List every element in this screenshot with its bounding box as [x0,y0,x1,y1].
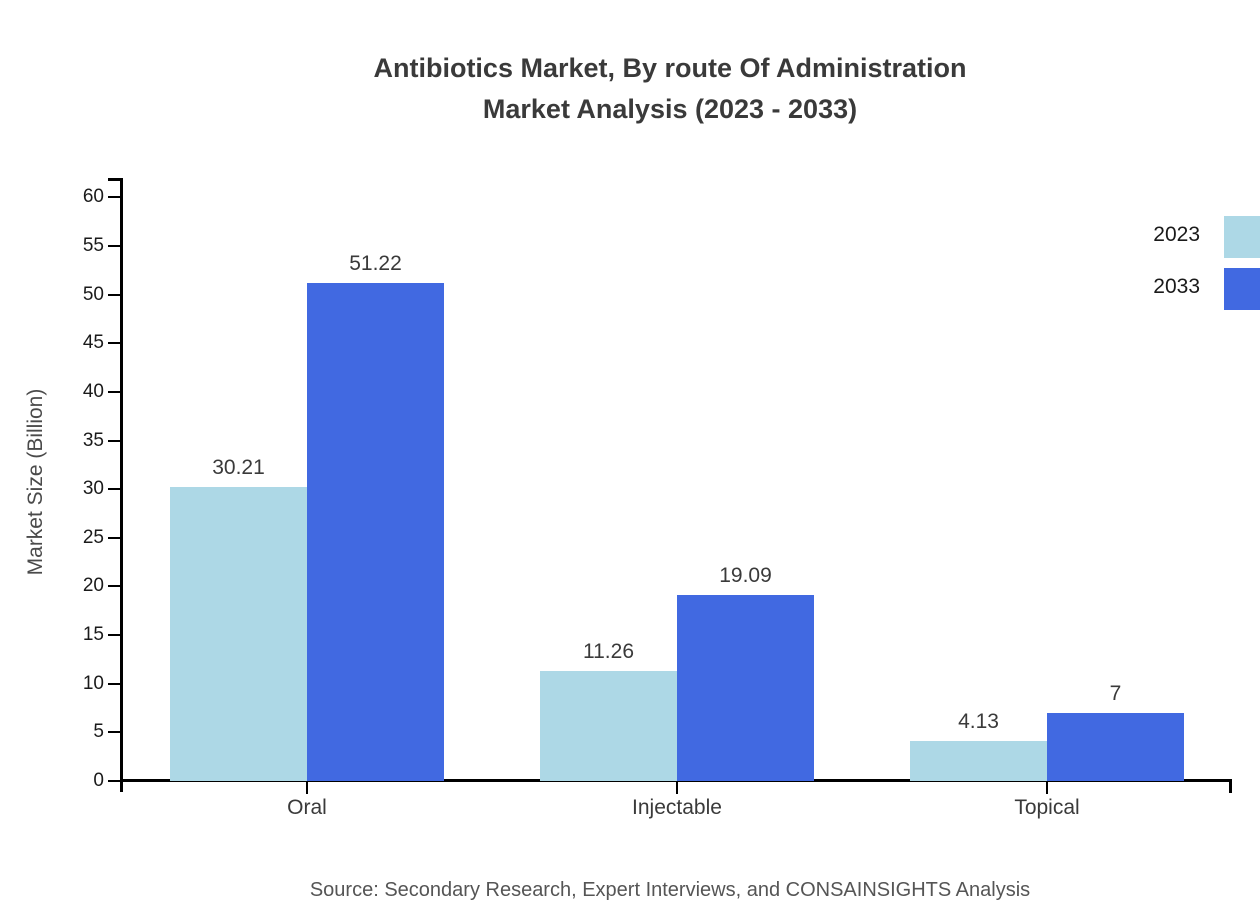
bar-value-label: 11.26 [583,640,634,664]
legend-item-2023[interactable]: 2023 [1124,216,1260,268]
bar-oral-2033[interactable] [307,282,444,781]
bar-injectable-2033[interactable] [677,595,814,781]
x-tick-mark [676,782,678,794]
bar-value-label: 4.13 [958,709,999,733]
y-tick-mark [108,731,122,734]
y-tick-mark [108,390,122,393]
y-axis-top-cap [108,178,123,181]
bar-value-label: 51.22 [349,251,402,275]
y-tick-label: 5 [93,721,104,743]
y-tick-label: 35 [82,429,104,451]
y-tick-label: 25 [82,526,104,548]
bar-topical-2023[interactable] [910,740,1047,781]
legend-label: 2023 [1153,223,1200,246]
chart-title: Antibiotics Market, By route Of Administ… [0,48,1260,130]
y-tick-mark [108,634,122,637]
y-tick-label: 60 [82,186,104,208]
legend-label: 2033 [1153,275,1200,298]
source-note: Source: Secondary Research, Expert Inter… [309,879,1031,901]
y-tick-label: 0 [93,770,104,791]
x-tick-mark [1046,782,1048,794]
y-tick-label: 50 [82,283,104,305]
y-tick-label: 15 [82,624,104,646]
bar-value-label: 7 [1109,681,1122,705]
y-tick-label: 45 [82,332,104,354]
y-tick-mark [108,342,122,345]
bar-value-label: 30.21 [212,456,265,480]
x-tick-label-injectable: Injectable [632,796,722,819]
bar-oral-2023[interactable] [170,487,307,781]
bar-value-label: 19.09 [719,564,772,588]
y-tick-label: 10 [82,672,104,694]
y-tick-label: 40 [82,380,104,402]
chart-title-line-2: Market Analysis (2023 - 2033) [482,94,858,124]
y-tick-mark [108,245,122,248]
y-tick-label: 55 [82,235,104,257]
legend-swatch-2033 [1224,268,1260,310]
y-tick-mark [108,682,122,685]
y-tick-mark [108,439,122,442]
chart-title-line-1: Antibiotics Market, By route Of Administ… [373,53,967,83]
bar-topical-2033[interactable] [1047,712,1184,781]
y-tick-label: 20 [82,575,104,597]
x-tick-mark [306,782,308,794]
legend-swatch-2023 [1224,216,1260,258]
x-tick-label-oral: Oral [287,796,327,819]
y-tick-mark [108,196,122,199]
y-tick-mark [108,585,122,588]
y-tick-mark [108,488,122,491]
y-axis-spine [120,178,123,792]
x-axis-end-cap [1229,779,1232,793]
y-tick-mark [108,293,122,296]
chart-legend: 2023 2033 [1124,216,1260,320]
y-axis-title: Market Size (Billion) [24,388,47,576]
bar-injectable-2023[interactable] [540,671,677,781]
y-tick-mark [108,780,122,782]
y-tick-mark [108,536,122,539]
x-tick-label-topical: Topical [1014,796,1080,819]
y-tick-label: 30 [82,478,104,500]
legend-item-2033[interactable]: 2033 [1124,268,1260,320]
